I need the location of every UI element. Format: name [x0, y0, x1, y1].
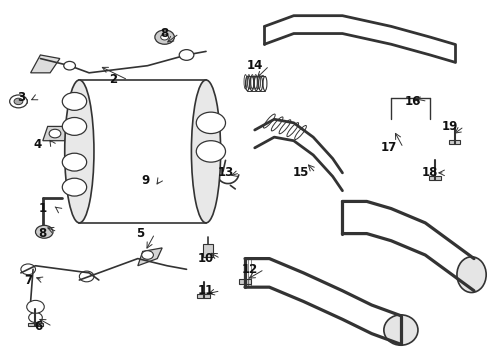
Polygon shape — [202, 244, 213, 257]
Polygon shape — [30, 55, 60, 73]
Circle shape — [79, 271, 94, 282]
Text: 4: 4 — [34, 138, 42, 151]
Circle shape — [29, 312, 42, 323]
Circle shape — [64, 62, 75, 70]
Circle shape — [62, 93, 87, 111]
Circle shape — [10, 95, 27, 108]
Circle shape — [62, 117, 87, 135]
Polygon shape — [429, 176, 441, 180]
Text: 6: 6 — [34, 320, 42, 333]
Circle shape — [62, 178, 87, 196]
Text: 14: 14 — [246, 59, 263, 72]
Polygon shape — [239, 279, 251, 284]
Ellipse shape — [192, 80, 220, 223]
Text: 1: 1 — [39, 202, 47, 215]
Text: 3: 3 — [17, 91, 25, 104]
Polygon shape — [43, 126, 70, 141]
Circle shape — [161, 34, 169, 40]
Circle shape — [14, 98, 23, 105]
Text: 2: 2 — [109, 73, 118, 86]
Text: 9: 9 — [141, 174, 149, 186]
Ellipse shape — [65, 80, 94, 223]
Polygon shape — [197, 294, 210, 298]
Text: 8: 8 — [161, 27, 169, 40]
Text: 10: 10 — [198, 252, 214, 265]
Polygon shape — [28, 323, 43, 327]
Circle shape — [27, 300, 44, 313]
Circle shape — [62, 153, 87, 171]
Text: 17: 17 — [381, 141, 397, 154]
Circle shape — [21, 264, 35, 275]
Circle shape — [142, 251, 153, 259]
Circle shape — [155, 30, 174, 44]
Text: 16: 16 — [405, 95, 421, 108]
Polygon shape — [138, 248, 162, 266]
Ellipse shape — [384, 315, 418, 345]
Circle shape — [49, 129, 61, 138]
Bar — [79, 80, 206, 223]
Polygon shape — [449, 140, 460, 144]
Ellipse shape — [457, 257, 486, 293]
Text: 8: 8 — [39, 227, 47, 240]
Text: 18: 18 — [422, 166, 439, 179]
Text: 7: 7 — [24, 274, 32, 287]
Text: 15: 15 — [293, 166, 309, 179]
Circle shape — [164, 182, 175, 190]
FancyBboxPatch shape — [147, 175, 182, 198]
Circle shape — [179, 50, 194, 60]
Text: 5: 5 — [136, 227, 145, 240]
Text: 12: 12 — [242, 263, 258, 276]
Text: 11: 11 — [198, 284, 214, 297]
Circle shape — [196, 141, 225, 162]
Text: 13: 13 — [218, 166, 234, 179]
Text: 19: 19 — [441, 120, 458, 133]
Circle shape — [196, 112, 225, 134]
Circle shape — [35, 225, 53, 238]
